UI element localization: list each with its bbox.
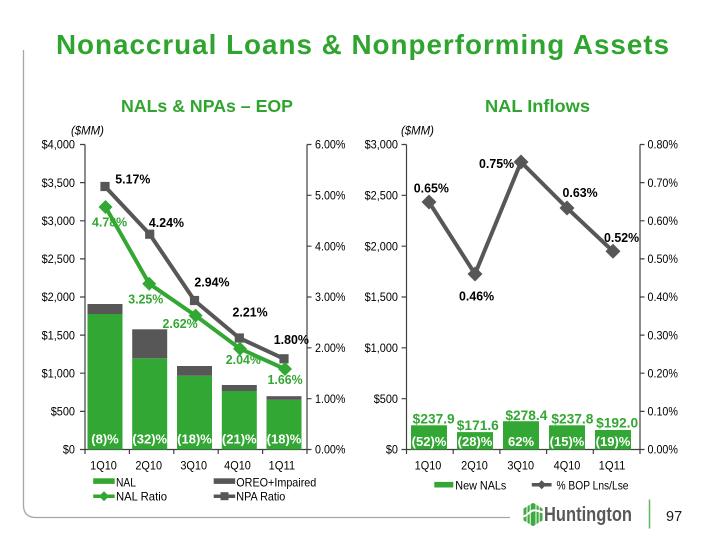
svg-text:$2,000: $2,000 xyxy=(42,290,76,304)
svg-text:$1,500: $1,500 xyxy=(42,328,76,342)
svg-text:$0: $0 xyxy=(63,443,75,457)
svg-text:1.66%: 1.66% xyxy=(268,372,304,387)
svg-text:$237.8: $237.8 xyxy=(551,412,593,427)
svg-text:0.00%: 0.00% xyxy=(315,443,346,457)
svg-text:$192.0: $192.0 xyxy=(596,415,638,430)
svg-text:$2,000: $2,000 xyxy=(365,239,399,253)
svg-text:NPA Ratio: NPA Ratio xyxy=(236,490,285,504)
svg-text:$1,500: $1,500 xyxy=(365,290,399,304)
svg-text:Huntington: Huntington xyxy=(544,504,632,526)
svg-text:$1,000: $1,000 xyxy=(42,366,76,380)
svg-text:(8)%: (8)% xyxy=(91,431,119,446)
svg-text:2Q10: 2Q10 xyxy=(135,459,162,473)
svg-text:2.94%: 2.94% xyxy=(194,275,230,290)
svg-text:New NALs: New NALs xyxy=(455,478,506,492)
svg-text:OREO+Impaired: OREO+Impaired xyxy=(236,475,316,489)
svg-text:2.21%: 2.21% xyxy=(233,304,269,319)
svg-text:(28)%: (28)% xyxy=(458,434,493,449)
svg-text:Nonaccrual Loans & Nonperformi: Nonaccrual Loans & Nonperforming Assets xyxy=(56,29,670,60)
svg-text:0.20%: 0.20% xyxy=(648,366,679,380)
svg-text:1.00%: 1.00% xyxy=(315,392,346,406)
svg-text:0.30%: 0.30% xyxy=(648,328,679,342)
svg-text:$3,000: $3,000 xyxy=(42,214,76,228)
svg-text:$171.6: $171.6 xyxy=(457,418,499,433)
svg-text:2.62%: 2.62% xyxy=(163,316,199,331)
svg-text:% BOP Lns/Lse: % BOP Lns/Lse xyxy=(557,478,629,492)
svg-text:0.46%: 0.46% xyxy=(459,289,495,304)
svg-text:0.00%: 0.00% xyxy=(648,443,679,457)
svg-text:$3,000: $3,000 xyxy=(365,138,399,152)
svg-text:$2,500: $2,500 xyxy=(42,252,76,266)
svg-text:0.75%: 0.75% xyxy=(479,156,515,171)
svg-text:0.65%: 0.65% xyxy=(414,181,450,196)
svg-text:3Q10: 3Q10 xyxy=(180,459,207,473)
svg-text:($MM): ($MM) xyxy=(71,124,104,138)
svg-text:$2,500: $2,500 xyxy=(365,189,399,203)
svg-text:1Q10: 1Q10 xyxy=(90,459,117,473)
svg-text:NAL Inflows: NAL Inflows xyxy=(485,96,590,116)
svg-text:(52)%: (52)% xyxy=(412,434,447,449)
svg-text:62%: 62% xyxy=(508,434,534,449)
svg-text:5.00%: 5.00% xyxy=(315,189,346,203)
svg-text:$278.4: $278.4 xyxy=(505,408,547,423)
svg-text:3.25%: 3.25% xyxy=(128,292,164,307)
svg-text:3.00%: 3.00% xyxy=(315,290,346,304)
svg-text:1Q11: 1Q11 xyxy=(599,459,626,473)
svg-text:(18)%: (18)% xyxy=(177,431,212,446)
svg-text:2.04%: 2.04% xyxy=(226,352,262,367)
svg-text:(21)%: (21)% xyxy=(222,431,257,446)
svg-text:NAL: NAL xyxy=(116,475,136,489)
svg-text:97: 97 xyxy=(666,509,682,525)
svg-text:NAL Ratio: NAL Ratio xyxy=(116,490,167,504)
svg-text:(32)%: (32)% xyxy=(132,431,167,446)
svg-text:5.17%: 5.17% xyxy=(115,171,151,186)
svg-text:0.52%: 0.52% xyxy=(604,230,640,245)
svg-text:(18)%: (18)% xyxy=(267,431,302,446)
svg-text:0.40%: 0.40% xyxy=(648,290,679,304)
svg-text:0.63%: 0.63% xyxy=(563,185,599,200)
svg-text:2Q10: 2Q10 xyxy=(461,459,488,473)
svg-text:4.24%: 4.24% xyxy=(149,215,185,230)
svg-text:1Q10: 1Q10 xyxy=(415,459,442,473)
svg-text:$4,000: $4,000 xyxy=(42,138,76,152)
svg-text:(15)%: (15)% xyxy=(550,434,585,449)
svg-text:$237.9: $237.9 xyxy=(413,412,455,427)
svg-text:$3,500: $3,500 xyxy=(42,176,76,190)
svg-text:$1,000: $1,000 xyxy=(365,341,399,355)
svg-text:($MM): ($MM) xyxy=(401,124,434,138)
svg-text:0.70%: 0.70% xyxy=(648,176,679,190)
svg-text:(19)%: (19)% xyxy=(596,434,631,449)
svg-text:4.00%: 4.00% xyxy=(315,239,346,253)
svg-text:3Q10: 3Q10 xyxy=(507,459,534,473)
svg-text:1Q11: 1Q11 xyxy=(268,459,295,473)
svg-text:$500: $500 xyxy=(51,405,76,419)
svg-text:2.00%: 2.00% xyxy=(315,341,346,355)
svg-text:1.80%: 1.80% xyxy=(274,332,310,347)
svg-text:NALs & NPAs – EOP: NALs & NPAs – EOP xyxy=(121,96,293,116)
svg-text:0.80%: 0.80% xyxy=(648,138,679,152)
svg-text:$0: $0 xyxy=(386,443,398,457)
svg-text:4Q10: 4Q10 xyxy=(224,459,251,473)
svg-text:4.78%: 4.78% xyxy=(92,215,128,230)
svg-text:4Q10: 4Q10 xyxy=(554,459,581,473)
svg-text:6.00%: 6.00% xyxy=(315,138,346,152)
svg-text:0.10%: 0.10% xyxy=(648,405,679,419)
svg-text:0.60%: 0.60% xyxy=(648,214,679,228)
svg-text:$500: $500 xyxy=(374,392,399,406)
svg-text:0.50%: 0.50% xyxy=(648,252,679,266)
